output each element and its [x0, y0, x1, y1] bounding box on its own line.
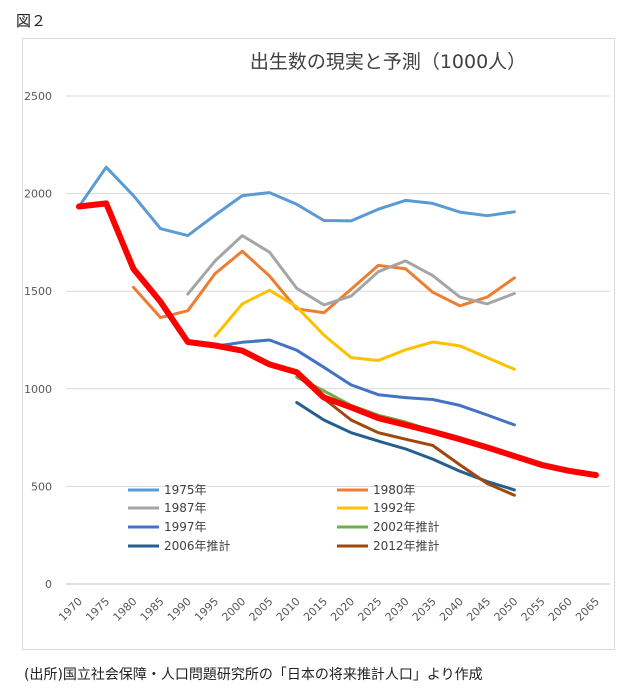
x-tick-label: 1980 [111, 595, 140, 624]
series-line-7 [322, 397, 516, 497]
x-tick-label: 2040 [437, 595, 466, 624]
x-tick-label: 2010 [274, 595, 303, 624]
series-line-0 [77, 165, 516, 238]
y-tick-label: 0 [45, 578, 52, 591]
y-tick-label: 2000 [24, 188, 52, 201]
legend-label: 1975年 [164, 483, 207, 497]
x-tick-label: 2050 [491, 595, 520, 624]
x-tick-label: 1985 [138, 595, 167, 624]
legend-label: 1992年 [373, 501, 416, 515]
x-tick-label: 1995 [192, 595, 221, 624]
legend-label: 2006年推計 [164, 538, 231, 553]
source-note: (出所)国立社会保障・人口問題研究所の「日本の将来推計人口」より作成 [24, 667, 483, 683]
series-line-3 [213, 288, 516, 371]
legend-label: 2002年推計 [373, 519, 440, 534]
legend-label: 1987年 [164, 501, 207, 515]
x-tick-label: 2065 [573, 595, 602, 624]
x-tick-label: 2025 [355, 595, 384, 624]
legend-label: 1997年 [164, 520, 207, 534]
series-line-1 [131, 249, 516, 320]
series-line-4 [213, 338, 516, 427]
x-tick-label: 1990 [165, 595, 194, 624]
legend-label: 1980年 [373, 483, 416, 497]
x-tick-label: 1975 [83, 595, 112, 624]
x-tick-label: 2015 [301, 595, 330, 624]
chart-frame [22, 38, 615, 650]
y-tick-label: 1500 [24, 285, 52, 298]
y-tick-label: 2500 [24, 90, 52, 103]
chart-title: 出生数の現実と予測（1000人） [250, 51, 526, 73]
x-tick-label: 2055 [519, 595, 548, 624]
y-tick-label: 500 [31, 480, 52, 493]
x-tick-label: 2035 [410, 595, 439, 624]
x-tick-label: 1970 [56, 595, 85, 624]
x-tick-label: 2060 [546, 595, 575, 624]
x-tick-label: 2045 [464, 595, 493, 624]
x-tick-label: 2020 [328, 595, 357, 624]
figure-label: 図２ [16, 12, 47, 30]
series-line-8 [76, 200, 599, 479]
x-tick-label: 2005 [247, 595, 276, 624]
y-tick-label: 1000 [24, 383, 52, 396]
x-tick-label: 2030 [383, 595, 412, 624]
legend-label: 2012年推計 [373, 538, 440, 553]
series-line-2 [186, 234, 516, 307]
x-tick-label: 2000 [219, 595, 248, 624]
